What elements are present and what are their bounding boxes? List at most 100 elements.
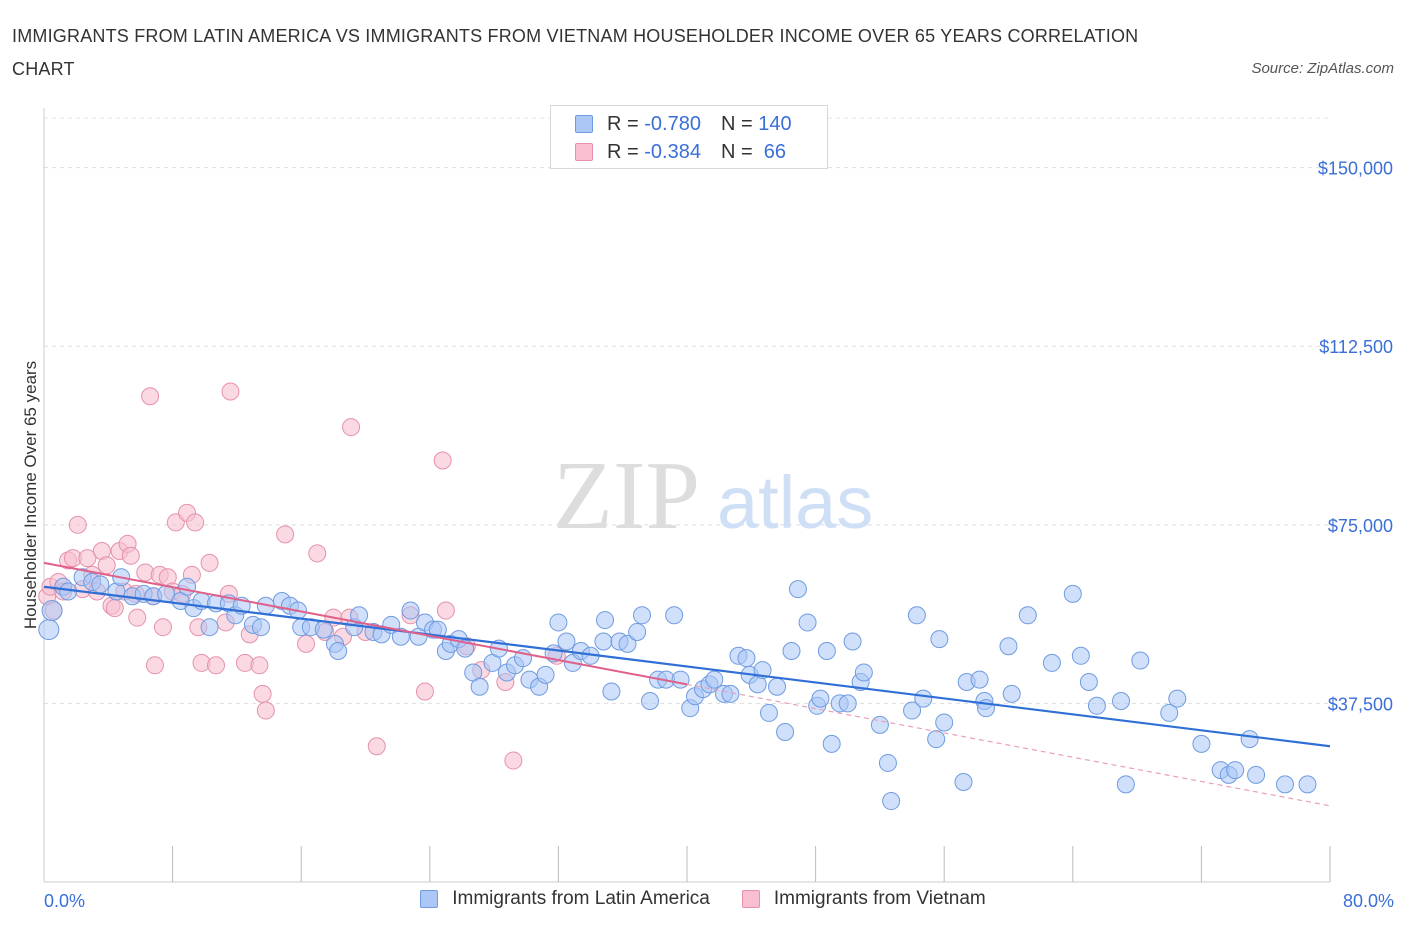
data-point-vietnam <box>141 387 160 406</box>
y-tick-labels: $37,500 $75,000 $112,500 $150,000 <box>1318 159 1393 715</box>
data-point-vietnam <box>68 515 87 534</box>
data-point-vietnam <box>121 546 140 565</box>
legend-item-vietnam: Immigrants from Vietnam <box>741 888 986 910</box>
data-point-latin-america <box>641 692 660 711</box>
chart-title: IMMIGRANTS FROM LATIN AMERICA VS IMMIGRA… <box>12 26 1139 79</box>
legend-r-value: -0.384 <box>644 140 701 163</box>
legend-row-latin-america: R = -0.780 N = 140 <box>575 111 792 137</box>
data-point-latin-america <box>705 670 724 689</box>
data-point-latin-america <box>602 682 621 701</box>
data-point-latin-america <box>935 713 954 732</box>
legend-row-vietnam: R = -0.384 N = 66 <box>575 139 786 165</box>
legend-r-label: R = <box>607 140 645 163</box>
data-point-vietnam <box>504 751 523 770</box>
legend-swatch-blue <box>420 890 439 908</box>
legend-n-value: 140 <box>758 112 792 135</box>
data-point-latin-america <box>999 637 1018 656</box>
data-point-latin-america <box>776 722 795 741</box>
series-legend: Immigrants from Latin America Immigrants… <box>0 888 1406 910</box>
data-point-latin-america <box>594 632 613 651</box>
data-point-latin-america <box>930 630 949 649</box>
data-point-vietnam <box>250 656 269 675</box>
data-point-latin-america <box>1042 653 1061 672</box>
data-point-latin-america <box>1112 692 1131 711</box>
data-point-latin-america <box>882 792 901 811</box>
data-point-latin-america <box>41 600 63 622</box>
data-point-vietnam <box>186 513 205 532</box>
legend-r-value: -0.780 <box>644 112 701 135</box>
data-point-latin-america <box>632 606 651 625</box>
data-point-latin-america <box>549 613 568 632</box>
data-point-vietnam <box>367 737 386 756</box>
data-point-latin-america <box>401 601 420 620</box>
series-latin-america-points <box>38 568 1317 811</box>
data-point-latin-america <box>870 715 889 734</box>
data-point-latin-america <box>1226 761 1245 780</box>
data-point-vietnam <box>128 608 147 627</box>
data-point-vietnam <box>436 601 455 620</box>
data-point-latin-america <box>1275 775 1294 794</box>
y-axis-label: Householder Income Over 65 years <box>21 361 40 629</box>
legend-label-vietnam: Immigrants from Vietnam <box>773 888 986 909</box>
legend-swatch-pink <box>741 890 760 908</box>
data-point-latin-america <box>721 684 740 703</box>
trend-lines <box>43 561 1331 807</box>
data-point-latin-america <box>1192 734 1211 753</box>
legend-n-label: N = <box>720 140 759 163</box>
data-point-vietnam <box>415 682 434 701</box>
legend-label-latin-america: Immigrants from Latin America <box>452 888 710 909</box>
data-point-latin-america <box>927 730 946 749</box>
x-tick-label-min: 0.0% <box>44 891 86 911</box>
data-point-latin-america <box>1002 684 1021 703</box>
trend-line-vietnam <box>43 561 688 686</box>
data-point-latin-america <box>1063 584 1082 603</box>
data-point-latin-america <box>798 613 817 632</box>
data-point-latin-america <box>1131 651 1150 670</box>
data-point-latin-america <box>878 753 897 772</box>
data-point-vietnam <box>153 618 172 637</box>
legend-item-latin-america: Immigrants from Latin America <box>420 888 710 910</box>
data-point-latin-america <box>1168 689 1187 708</box>
data-point-latin-america <box>557 632 576 651</box>
data-point-latin-america <box>618 634 637 653</box>
data-point-latin-america <box>970 670 989 689</box>
data-point-latin-america <box>1247 765 1266 784</box>
data-point-latin-america <box>329 642 348 661</box>
data-point-vietnam <box>221 382 240 401</box>
data-point-latin-america <box>470 677 489 696</box>
watermark-atlas: atlas <box>717 461 873 544</box>
data-point-vietnam <box>145 656 164 675</box>
data-point-latin-america <box>788 580 807 599</box>
watermark-zip: ZIP <box>553 442 700 550</box>
data-point-vietnam <box>200 553 219 572</box>
data-point-latin-america <box>1160 703 1179 722</box>
legend-n-label: N = <box>720 112 759 135</box>
trend-line-vietnam-extension <box>686 683 1331 807</box>
data-point-latin-america <box>536 665 555 684</box>
x-tick-label-max: 80.0% <box>1342 891 1394 911</box>
data-point-vietnam <box>256 701 275 720</box>
data-point-latin-america <box>178 577 197 596</box>
data-point-latin-america <box>252 618 271 637</box>
data-point-latin-america <box>914 689 933 708</box>
legend-swatch-blue <box>575 115 593 133</box>
data-point-latin-america <box>954 772 973 791</box>
legend-swatch-pink <box>575 143 593 161</box>
data-point-latin-america <box>38 619 60 641</box>
data-point-latin-america <box>1018 606 1037 625</box>
data-point-latin-america <box>854 663 873 682</box>
data-point-vietnam <box>78 549 97 568</box>
data-point-latin-america <box>817 642 836 661</box>
data-point-latin-america <box>1240 730 1259 749</box>
legend-r-label: R = <box>607 112 645 135</box>
data-point-latin-america <box>456 639 475 658</box>
y-tick-label: $75,000 <box>1328 516 1393 536</box>
data-point-latin-america <box>737 649 756 668</box>
data-point-latin-america <box>350 606 369 625</box>
data-point-vietnam <box>105 599 124 618</box>
y-tick-label: $112,500 <box>1319 337 1393 357</box>
data-point-latin-america <box>838 694 857 713</box>
data-point-latin-america <box>759 703 778 722</box>
data-point-latin-america <box>1116 775 1135 794</box>
trend-line-latin-america <box>43 585 1331 748</box>
